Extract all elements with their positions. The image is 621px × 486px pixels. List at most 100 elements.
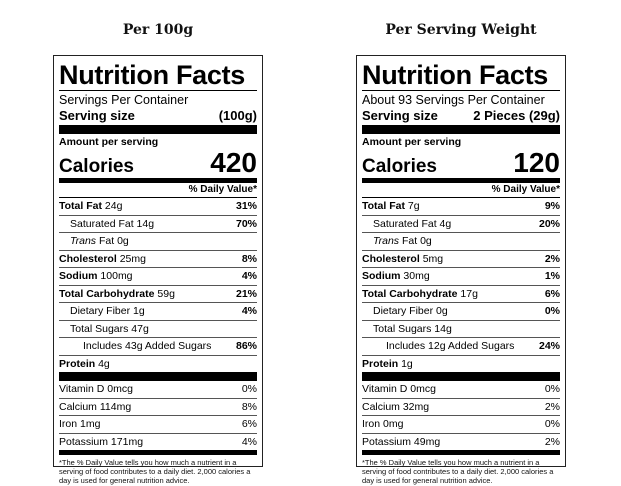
nutrient-label: Total Carbohydrate — [362, 287, 458, 300]
iron-row: Iron 0mg 0% — [362, 416, 560, 434]
cholesterol-row: Cholesterol 5mg 2% — [362, 251, 560, 268]
nutrient-amount: 25mg — [119, 252, 146, 265]
total-carbohydrate-row: Total Carbohydrate 17g 6% — [362, 286, 560, 303]
nutrient-label: Iron 1mg — [59, 418, 101, 430]
nutrient-label: Trans — [70, 235, 97, 247]
nutrient-pct: 0% — [544, 418, 560, 430]
nutrient-amount: 30mg — [403, 270, 430, 282]
total-sugars-row: Total Sugars 14g — [362, 321, 560, 338]
daily-value-header: % Daily Value* — [362, 183, 560, 198]
footnote: *The % Daily Value tells you how much a … — [362, 458, 554, 485]
serving-size-row: Serving size 2 Pieces (29g) — [362, 108, 560, 134]
nutrient-pct: 4% — [241, 270, 257, 282]
calories-row: Calories 120 — [362, 148, 560, 183]
total-sugars-row: Total Sugars 47g — [59, 321, 257, 338]
total-fat-row: Total Fat 24g 31% — [59, 198, 257, 216]
nutrient-label: Total Sugars 14g — [373, 322, 452, 335]
nutrient-label: Total Fat — [362, 200, 405, 212]
nutrient-label: Total Sugars 47g — [70, 322, 149, 335]
nutrient-label: Saturated Fat 4g — [373, 217, 452, 230]
added-sugars-row: Includes 12g Added Sugars 24% — [362, 338, 560, 356]
nutrient-pct: 21% — [235, 287, 257, 300]
nutrient-pct: 2% — [544, 252, 560, 265]
nutrient-amount: Fat 0g — [98, 235, 129, 247]
nutrient-pct: 31% — [235, 200, 257, 212]
nutrient-label: Iron 0mg — [362, 418, 404, 430]
calcium-row: Calcium 32mg 2% — [362, 399, 560, 416]
nutrient-label: Potassium 171mg — [59, 435, 144, 448]
nutrient-pct: 24% — [538, 340, 560, 352]
calories-value: 120 — [513, 147, 560, 178]
sodium-row: Sodium 100mg 4% — [59, 268, 257, 286]
nutrient-amount: 24g — [104, 200, 123, 212]
nutrient-amount: 59g — [157, 287, 175, 300]
calcium-row: Calcium 114mg 8% — [59, 399, 257, 416]
nutrient-label: Dietary Fiber 1g — [70, 305, 145, 317]
nutrient-pct: 6% — [544, 287, 560, 300]
nutrient-amount: 17g — [460, 287, 478, 300]
nutrient-pct: 4% — [241, 305, 257, 317]
saturated-fat-row: Saturated Fat 4g 20% — [362, 216, 560, 233]
nutrient-label: Protein — [59, 357, 96, 370]
nutrient-label: Sodium — [59, 270, 98, 282]
nutrient-label: Trans — [373, 235, 400, 247]
nutrient-label: Vitamin D 0mcg — [362, 383, 436, 395]
calories-value: 420 — [210, 147, 257, 178]
nutrient-pct: 9% — [544, 200, 560, 212]
total-carbohydrate-row: Total Carbohydrate 59g 21% — [59, 286, 257, 303]
nutrient-label: Includes 12g Added Sugars — [386, 340, 515, 352]
nutrient-label: Dietary Fiber 0g — [373, 305, 448, 317]
saturated-fat-row: Saturated Fat 14g 70% — [59, 216, 257, 233]
label-title: Nutrition Facts — [362, 60, 560, 91]
nutrient-pct: 8% — [241, 400, 257, 413]
serving-size-label: Serving size — [59, 108, 135, 123]
serving-size-label: Serving size — [362, 108, 438, 123]
servings-per-container: Servings Per Container — [59, 93, 189, 107]
footnote: *The % Daily Value tells you how much a … — [59, 458, 251, 485]
nutrient-amount: 4g — [98, 357, 110, 370]
nutrient-pct: 2% — [544, 435, 560, 448]
daily-value-header: % Daily Value* — [59, 183, 257, 198]
nutrient-label: Total Carbohydrate — [59, 287, 155, 300]
nutrient-label: Potassium 49mg — [362, 435, 441, 448]
nutrient-pct: 0% — [544, 383, 560, 395]
nutrient-amount: 5mg — [422, 252, 444, 265]
protein-row: Protein 1g — [362, 356, 560, 381]
nutrient-label: Calcium 32mg — [362, 400, 430, 413]
potassium-row: Potassium 49mg 2% — [362, 434, 560, 455]
protein-row: Protein 4g — [59, 356, 257, 381]
nutrition-label-per-100g: Nutrition Facts Servings Per Container S… — [53, 55, 263, 485]
nutrient-pct: 86% — [235, 340, 257, 352]
dietary-fiber-row: Dietary Fiber 0g 0% — [362, 303, 560, 321]
nutrient-amount: 1g — [401, 357, 413, 370]
nutrient-label: Includes 43g Added Sugars — [83, 340, 212, 352]
iron-row: Iron 1mg 6% — [59, 416, 257, 434]
nutrient-label: Sodium — [362, 270, 401, 282]
nutrient-label: Cholesterol — [59, 252, 117, 265]
nutrient-pct: 20% — [538, 217, 560, 230]
nutrient-pct: 70% — [235, 217, 257, 230]
dietary-fiber-row: Dietary Fiber 1g 4% — [59, 303, 257, 321]
serving-size-row: Serving size (100g) — [59, 108, 257, 134]
nutrient-pct: 4% — [241, 435, 257, 448]
calories-label: Calories — [362, 156, 437, 177]
nutrient-label: Cholesterol — [362, 252, 420, 265]
heading-per-serving: Per Serving Weight — [385, 22, 537, 38]
calories-label: Calories — [59, 156, 134, 177]
trans-fat-row: Trans Fat 0g — [59, 233, 257, 251]
potassium-row: Potassium 171mg 4% — [59, 434, 257, 455]
nutrient-label: Calcium 114mg — [59, 400, 132, 413]
servings-per-container: About 93 Servings Per Container — [362, 93, 545, 107]
nutrient-pct: 8% — [241, 252, 257, 265]
amount-per-serving: Amount per serving — [59, 136, 159, 148]
label-title: Nutrition Facts — [59, 60, 257, 91]
amount-per-serving: Amount per serving — [362, 136, 462, 148]
serving-size-value: 2 Pieces (29g) — [473, 108, 560, 123]
vitamin-d-row: Vitamin D 0mcg 0% — [362, 381, 560, 399]
nutrient-pct: 1% — [544, 270, 560, 282]
nutrient-label: Total Fat — [59, 200, 102, 212]
nutrient-amount: 100mg — [100, 270, 133, 282]
trans-fat-row: Trans Fat 0g — [362, 233, 560, 251]
nutrition-label-per-serving: Nutrition Facts About 93 Servings Per Co… — [356, 55, 566, 485]
nutrient-amount: 7g — [407, 200, 420, 212]
